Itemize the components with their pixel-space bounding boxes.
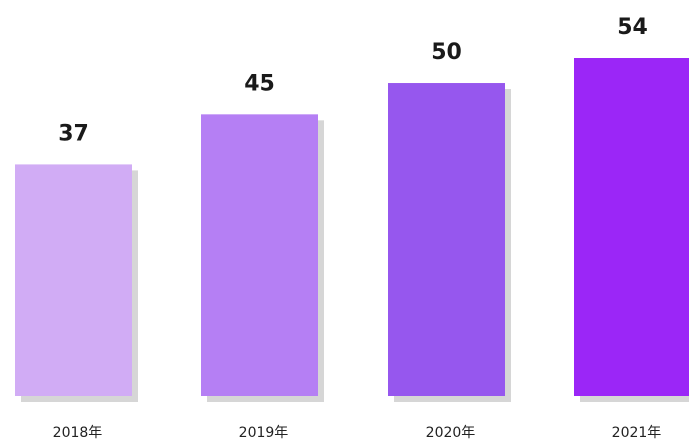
data-label: 45 bbox=[244, 71, 275, 96]
data-label: 37 bbox=[58, 121, 89, 146]
bar-2019年 bbox=[201, 114, 318, 396]
bar-2018年 bbox=[15, 164, 132, 396]
x-tick-label: 2020年 bbox=[426, 425, 476, 441]
x-tick-label: 2021年 bbox=[612, 425, 662, 441]
bar-2020年 bbox=[388, 83, 505, 396]
bars bbox=[15, 58, 689, 396]
x-tick-label: 2019年 bbox=[239, 425, 289, 441]
bar-2021年 bbox=[574, 58, 689, 396]
data-label: 50 bbox=[431, 40, 462, 65]
x-axis-tick-labels: 2018年 2019年 2020年 2021年 bbox=[53, 425, 662, 441]
x-tick-label: 2018年 bbox=[53, 425, 103, 441]
data-label: 54 bbox=[617, 15, 648, 40]
data-labels: 37 45 50 54 bbox=[58, 15, 648, 146]
